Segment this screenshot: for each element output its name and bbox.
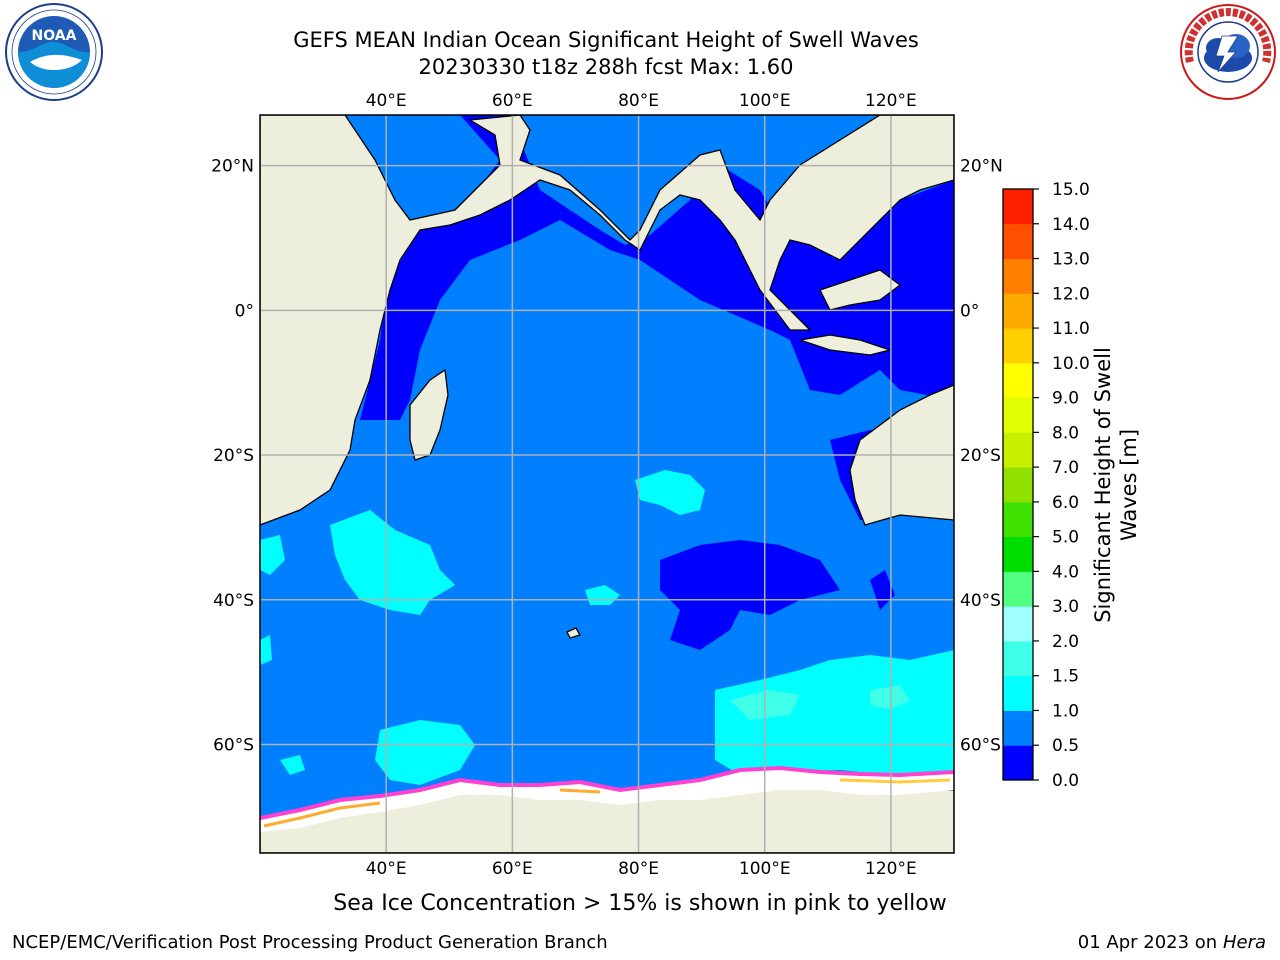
lon-tick-label-bottom: 80°E — [618, 859, 659, 879]
sea-ice-fringe — [260, 765, 954, 832]
chart-subtitle: 20230330 t18z 288h fcst Max: 1.60 — [418, 55, 794, 79]
chart-title: GEFS MEAN Indian Ocean Significant Heigh… — [293, 28, 919, 52]
colorbar-box — [1003, 745, 1033, 781]
colorbar-tick-label: 15.0 — [1052, 180, 1090, 200]
noaa-logo: NOAA — [5, 3, 103, 101]
lat-tick-label-left: 60°S — [213, 735, 254, 755]
colorbar-box — [1003, 362, 1033, 399]
colorbar-ticks: 0.0 0.5 1.0 1.5 2.0 3.0 4.0 5.0 6.0 7.0 8.0 9.0 10.0… — [1033, 180, 1090, 791]
lat-tick-label-left: 0° — [235, 301, 254, 321]
sea-ice-caption-text: Sea Ice Concentration > 15% is shown in … — [333, 891, 947, 916]
colorbar-box — [1003, 606, 1033, 642]
colorbar-label-line1: Significant Height of Swell — [1091, 347, 1115, 623]
colorbar-box — [1003, 536, 1033, 572]
colorbar-tick-label: 8.0 — [1052, 423, 1079, 443]
lat-tick-label-right: 60°S — [960, 735, 1001, 755]
lat-tick-label-right: 20°N — [960, 157, 1003, 177]
colorbar-tick-label: 4.0 — [1052, 562, 1079, 582]
lat-tick-label-right: 20°S — [960, 446, 1001, 466]
lon-tick-label-bottom: 100°E — [739, 859, 791, 879]
colorbar-box — [1003, 293, 1033, 329]
colorbar-tick-label: 5.0 — [1052, 528, 1079, 548]
lat-tick-label-left: 40°S — [213, 591, 254, 611]
colorbar-box — [1003, 432, 1033, 468]
colorbar-box — [1003, 501, 1033, 538]
colorbar-frame — [1002, 188, 1034, 781]
lat-tick-label-left: 20°S — [213, 446, 254, 466]
lon-tick-label-top: 40°E — [366, 91, 407, 111]
lat-tick-label-left: 20°N — [211, 157, 254, 177]
lon-tick-label-bottom: 60°E — [492, 859, 533, 879]
colorbar-tick-label: 9.0 — [1052, 389, 1079, 409]
lon-tick-label-top: 60°E — [492, 91, 533, 111]
footer-credit: NCEP/EMC/Verification Post Processing Pr… — [12, 932, 608, 953]
colorbar-box — [1003, 223, 1033, 260]
colorbar-tick-label: 3.0 — [1052, 597, 1079, 617]
lon-tick-label-bottom: 40°E — [366, 859, 407, 879]
map-frame — [259, 114, 955, 854]
colorbar-box — [1003, 258, 1033, 294]
lon-tick-label-top: 100°E — [739, 91, 791, 111]
colorbar-tick-label: 14.0 — [1052, 215, 1090, 235]
colorbar-tick-label: 10.0 — [1052, 354, 1090, 374]
national-weather-service-logo — [1180, 4, 1276, 100]
colorbar-box — [1003, 397, 1033, 433]
lon-tick-label-top: 80°E — [618, 91, 659, 111]
colorbar-tick-label: 0.5 — [1052, 736, 1079, 756]
colorbar-label-line2: Waves [m] — [1117, 428, 1141, 542]
colorbar-box — [1003, 675, 1033, 711]
colorbar-tick-label: 0.0 — [1052, 771, 1079, 791]
lon-tick-label-bottom: 120°E — [865, 859, 917, 879]
colorbar-tick-label: 13.0 — [1052, 250, 1090, 270]
footer-date-text: 01 Apr 2023 on — [1077, 932, 1218, 953]
colorbar-box — [1003, 640, 1033, 677]
colorbar-box — [1003, 467, 1033, 503]
colorbar-tick-label: 7.0 — [1052, 458, 1079, 478]
lat-tick-label-right: 0° — [960, 301, 979, 321]
colorbar-box — [1003, 571, 1033, 607]
footer-date: 01 Apr 2023 on Hera — [1078, 932, 1266, 953]
colorbar-box — [1003, 328, 1033, 364]
colorbar-tick-label: 6.0 — [1052, 493, 1079, 513]
colorbar-tick-label: 12.0 — [1052, 284, 1090, 304]
gridlines — [260, 115, 954, 853]
colorbar-box — [1003, 189, 1033, 225]
colorbar-tick-label: 11.0 — [1052, 319, 1090, 339]
colorbar-tick-label: 2.0 — [1052, 632, 1079, 652]
lat-tick-label-right: 40°S — [960, 591, 1001, 611]
colorbar-tick-label: 1.0 — [1052, 701, 1079, 721]
colorbar-box — [1003, 710, 1033, 746]
colorbar-boxes — [1003, 189, 1033, 781]
colorbar-tick-label: 1.5 — [1052, 667, 1079, 687]
sea-ice-caption: Sea Ice Concentration > 15% is shown in … — [0, 891, 1280, 916]
noaa-logo-text: NOAA — [32, 28, 77, 44]
footer-machine: Hera — [1222, 932, 1266, 953]
map-tick-labels: 40°E 40°E 60°E 60°E 80°E 80°E 100°E 100°E 120°E 1… — [211, 91, 1003, 879]
lon-tick-label-top: 120°E — [865, 91, 917, 111]
